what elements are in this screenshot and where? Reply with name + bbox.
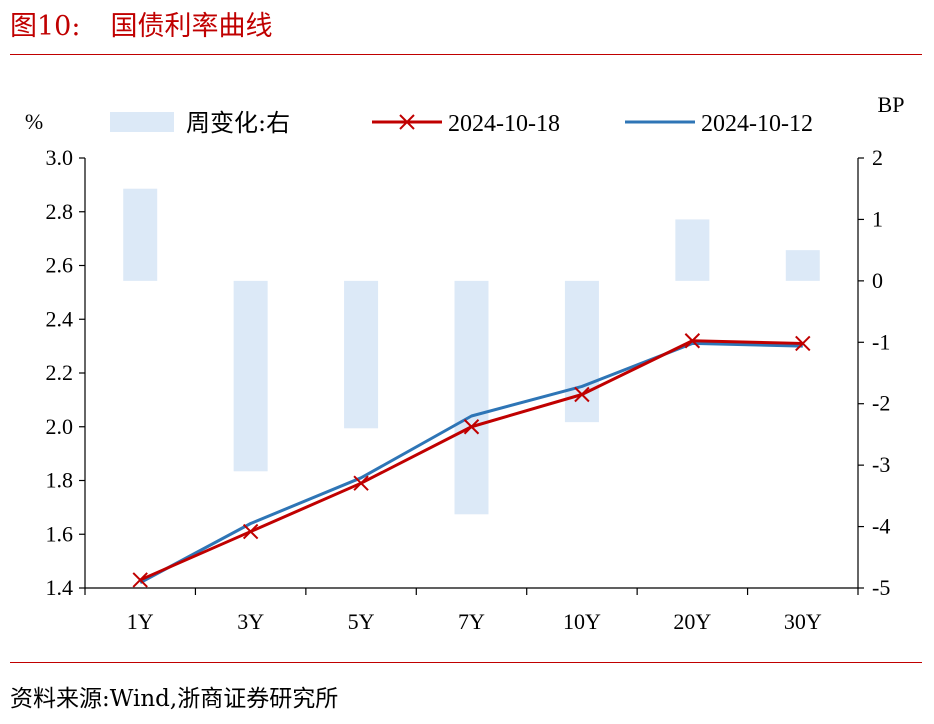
left-tick-label: 2.2 [46, 360, 74, 385]
title-divider [10, 54, 922, 55]
right-tick-label: -3 [872, 452, 890, 477]
legend-label-2024-10-12: 2024-10-12 [701, 111, 813, 137]
x-tick-label: 10Y [563, 609, 601, 634]
left-tick-label: 1.6 [46, 521, 74, 546]
legend-swatch-weekly-change [110, 112, 174, 132]
right-tick-label: -2 [872, 391, 890, 416]
left-tick-label: 3.0 [46, 145, 74, 170]
figure-title-text: 国债利率曲线 [110, 11, 273, 42]
marker-20Y [684, 333, 701, 349]
source-note: 资料来源:Wind,浙商证券研究所 [10, 686, 339, 712]
left-tick-label: 2.6 [46, 253, 74, 278]
chart-legend: 周变化:右 2024-10-18 2024-10-12 [110, 109, 813, 137]
bar-7Y [454, 280, 489, 515]
right-tick-label: -5 [872, 575, 890, 600]
marker-5Y [353, 475, 369, 491]
right-tick-label: 0 [872, 268, 883, 293]
x-tick-label: 7Y [458, 609, 485, 634]
legend-label-weekly-change: 周变化:右 [186, 109, 290, 137]
figure-label: 图10: [10, 11, 81, 42]
right-tick-label: 2 [872, 145, 883, 170]
line-2024-10-12 [139, 341, 803, 584]
right-tick-label: 1 [872, 206, 883, 231]
x-tick-label: 5Y [348, 609, 375, 634]
yield-lines [132, 333, 811, 588]
bar-5Y [344, 280, 379, 429]
left-tick-label: 1.4 [46, 575, 74, 600]
x-tick-label: 3Y [237, 609, 264, 634]
x-tick-label: 20Y [673, 609, 711, 634]
x-tick-label: 30Y [784, 609, 822, 634]
bar-30Y [785, 250, 820, 281]
left-tick-label: 2.0 [46, 414, 74, 439]
left-tick-label: 2.4 [46, 306, 74, 331]
marker-10Y [574, 386, 590, 403]
marker-30Y [795, 335, 811, 352]
legend-marker-2024-10-18 [399, 114, 415, 130]
right-tick-label: -1 [872, 329, 890, 354]
left-axis-unit: % [25, 109, 43, 134]
source-divider [10, 662, 922, 663]
weekly-change-bars [123, 188, 820, 515]
marker-1Y [132, 572, 148, 588]
bar-3Y [233, 280, 268, 472]
bar-20Y [675, 219, 710, 281]
right-axis-unit: BP [878, 92, 905, 117]
figure-title: 图10: 国债利率曲线 [10, 4, 272, 43]
marker-7Y [463, 419, 480, 435]
left-tick-label: 2.8 [46, 199, 74, 224]
bar-1Y [123, 188, 158, 281]
x-tick-label: 1Y [127, 609, 154, 634]
left-tick-label: 1.8 [46, 468, 74, 493]
bar-10Y [564, 280, 599, 423]
right-tick-label: -4 [872, 514, 890, 539]
marker-3Y [242, 523, 259, 540]
legend-label-2024-10-18: 2024-10-18 [448, 111, 560, 137]
chart-axes: 1.4 1.6 1.8 2.0 2.2 2.4 2.6 2.8 3.0 -5 -4 -3 -2 -1 0 1 2… [25, 92, 905, 634]
